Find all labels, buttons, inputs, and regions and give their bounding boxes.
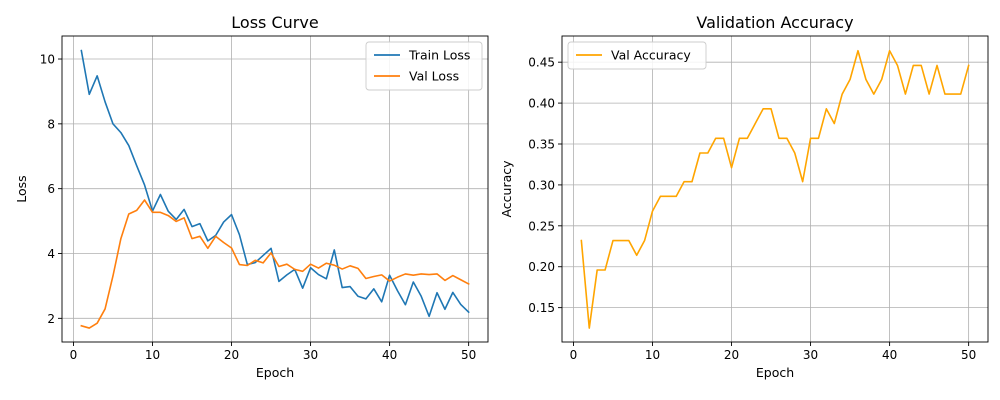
legend: Val Accuracy xyxy=(567,41,707,70)
x-tick-label: 30 xyxy=(803,348,818,362)
x-tick-label: 10 xyxy=(145,348,160,362)
y-tick-label: 0.45 xyxy=(528,56,555,70)
x-tick-label: 20 xyxy=(724,348,739,362)
x-tick-label: 30 xyxy=(303,348,318,362)
legend-box xyxy=(567,41,707,70)
series-line-val-accuracy xyxy=(580,49,970,329)
series-line-val-loss xyxy=(80,199,470,329)
x-axis-label: Epoch xyxy=(756,365,794,380)
series-line-train-loss xyxy=(80,49,470,318)
y-axis-label: Loss xyxy=(14,175,29,202)
y-tick-label: 0.15 xyxy=(528,301,555,315)
y-tick-label: 4 xyxy=(47,247,55,261)
x-tick-label: 0 xyxy=(70,348,78,362)
legend-label: Val Loss xyxy=(409,69,459,84)
x-axis-label: Epoch xyxy=(256,365,294,380)
x-tick-label: 0 xyxy=(570,348,578,362)
chart-2: 0 10 20 30 40 50 0.15 0.20 0.25 0.30 0.35 0.40 0.45 V… xyxy=(499,13,989,380)
legend: Train Loss Val Loss xyxy=(365,41,483,91)
y-tick-label: 0.35 xyxy=(528,138,555,152)
x-tick-label: 20 xyxy=(224,348,239,362)
y-tick-label: 8 xyxy=(47,117,55,131)
chart-title: Validation Accuracy xyxy=(696,13,853,32)
y-tick-label: 0.30 xyxy=(528,178,555,192)
x-tick-label: 10 xyxy=(645,348,660,362)
plot-frame xyxy=(561,35,989,343)
legend-label: Val Accuracy xyxy=(611,48,691,63)
y-tick-label: 10 xyxy=(40,53,55,67)
x-tick-label: 40 xyxy=(882,348,897,362)
y-axis-label: Accuracy xyxy=(499,160,514,218)
chart-1: 0 10 20 30 40 50 2 4 6 8 10 Loss Curve Epoch Loss Trai… xyxy=(14,13,489,380)
y-tick-label: 0.20 xyxy=(528,260,555,274)
x-tick-label: 40 xyxy=(382,348,397,362)
y-tick-label: 0.25 xyxy=(528,219,555,233)
y-tick-label: 6 xyxy=(47,182,55,196)
legend-box xyxy=(365,41,483,91)
y-tick-label: 2 xyxy=(47,312,55,326)
x-tick-label: 50 xyxy=(461,348,476,362)
x-tick-label: 50 xyxy=(961,348,976,362)
legend-label: Train Loss xyxy=(408,48,470,63)
chart-title: Loss Curve xyxy=(231,13,318,32)
y-tick-label: 0.40 xyxy=(528,97,555,111)
